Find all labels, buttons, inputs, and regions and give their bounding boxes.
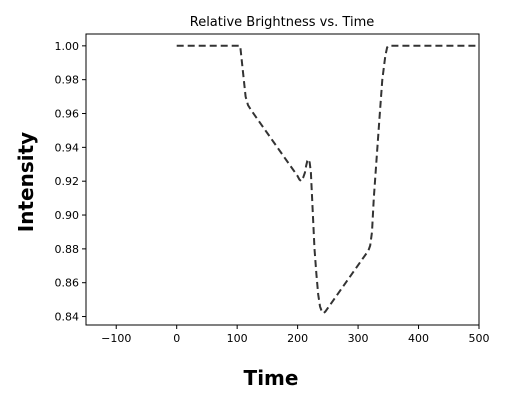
x-tick-label: 500 xyxy=(469,332,490,345)
x-tick-label: 200 xyxy=(287,332,308,345)
y-tick-label: 0.86 xyxy=(55,277,80,290)
x-tick-label: 100 xyxy=(227,332,248,345)
y-tick-label: 0.98 xyxy=(55,74,80,87)
y-tick-label: 0.94 xyxy=(55,141,80,154)
series-line-0 xyxy=(176,44,479,315)
chart-title: Relative Brightness vs. Time xyxy=(190,15,374,30)
x-axis-label: Time xyxy=(244,366,299,390)
plot-area xyxy=(85,33,480,326)
y-tick-label: 0.96 xyxy=(55,108,80,121)
x-tick-label: 0 xyxy=(173,332,180,345)
y-axis-label: Intensity xyxy=(14,132,38,232)
y-axis: 0.84 0.86 0.88 0.90 0.92 0.94 0.96 0.98 1.00 xyxy=(55,40,86,324)
x-axis: −100 0 100 200 300 400 500 xyxy=(101,325,490,345)
x-tick-label: −100 xyxy=(101,332,131,345)
y-tick-label: 0.90 xyxy=(55,209,80,222)
x-tick-label: 300 xyxy=(348,332,369,345)
y-tick-label: 0.92 xyxy=(55,175,80,188)
y-tick-label: 1.00 xyxy=(55,40,80,53)
series-layer xyxy=(176,44,479,315)
x-tick-label: 400 xyxy=(408,332,429,345)
y-tick-label: 0.84 xyxy=(55,311,80,324)
y-tick-label: 0.88 xyxy=(55,243,80,256)
